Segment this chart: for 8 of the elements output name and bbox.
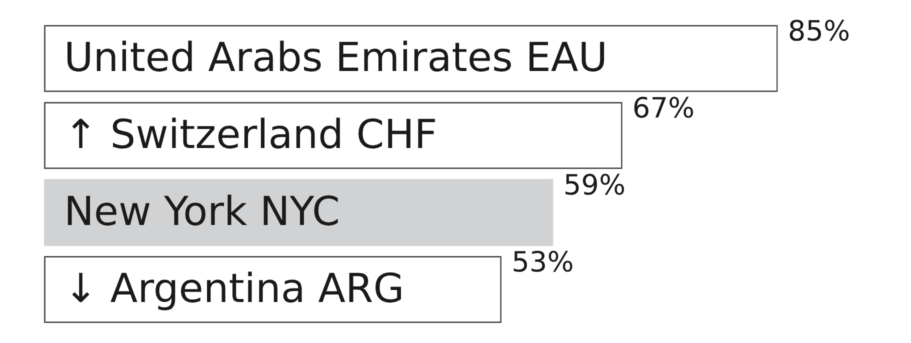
y-tick-label: United Arabs Emirates EAU bbox=[64, 34, 608, 81]
y-tick-label: ↓ Argentina ARG bbox=[64, 266, 404, 312]
y-tick-label: ↑ Switzerland CHF bbox=[64, 112, 438, 158]
data-label: 59% bbox=[563, 168, 626, 202]
data-label: 67% bbox=[632, 91, 695, 124]
data-label: 85% bbox=[788, 14, 850, 48]
data-label: 53% bbox=[512, 245, 574, 278]
y-tick-label: New York NYC bbox=[64, 188, 340, 235]
